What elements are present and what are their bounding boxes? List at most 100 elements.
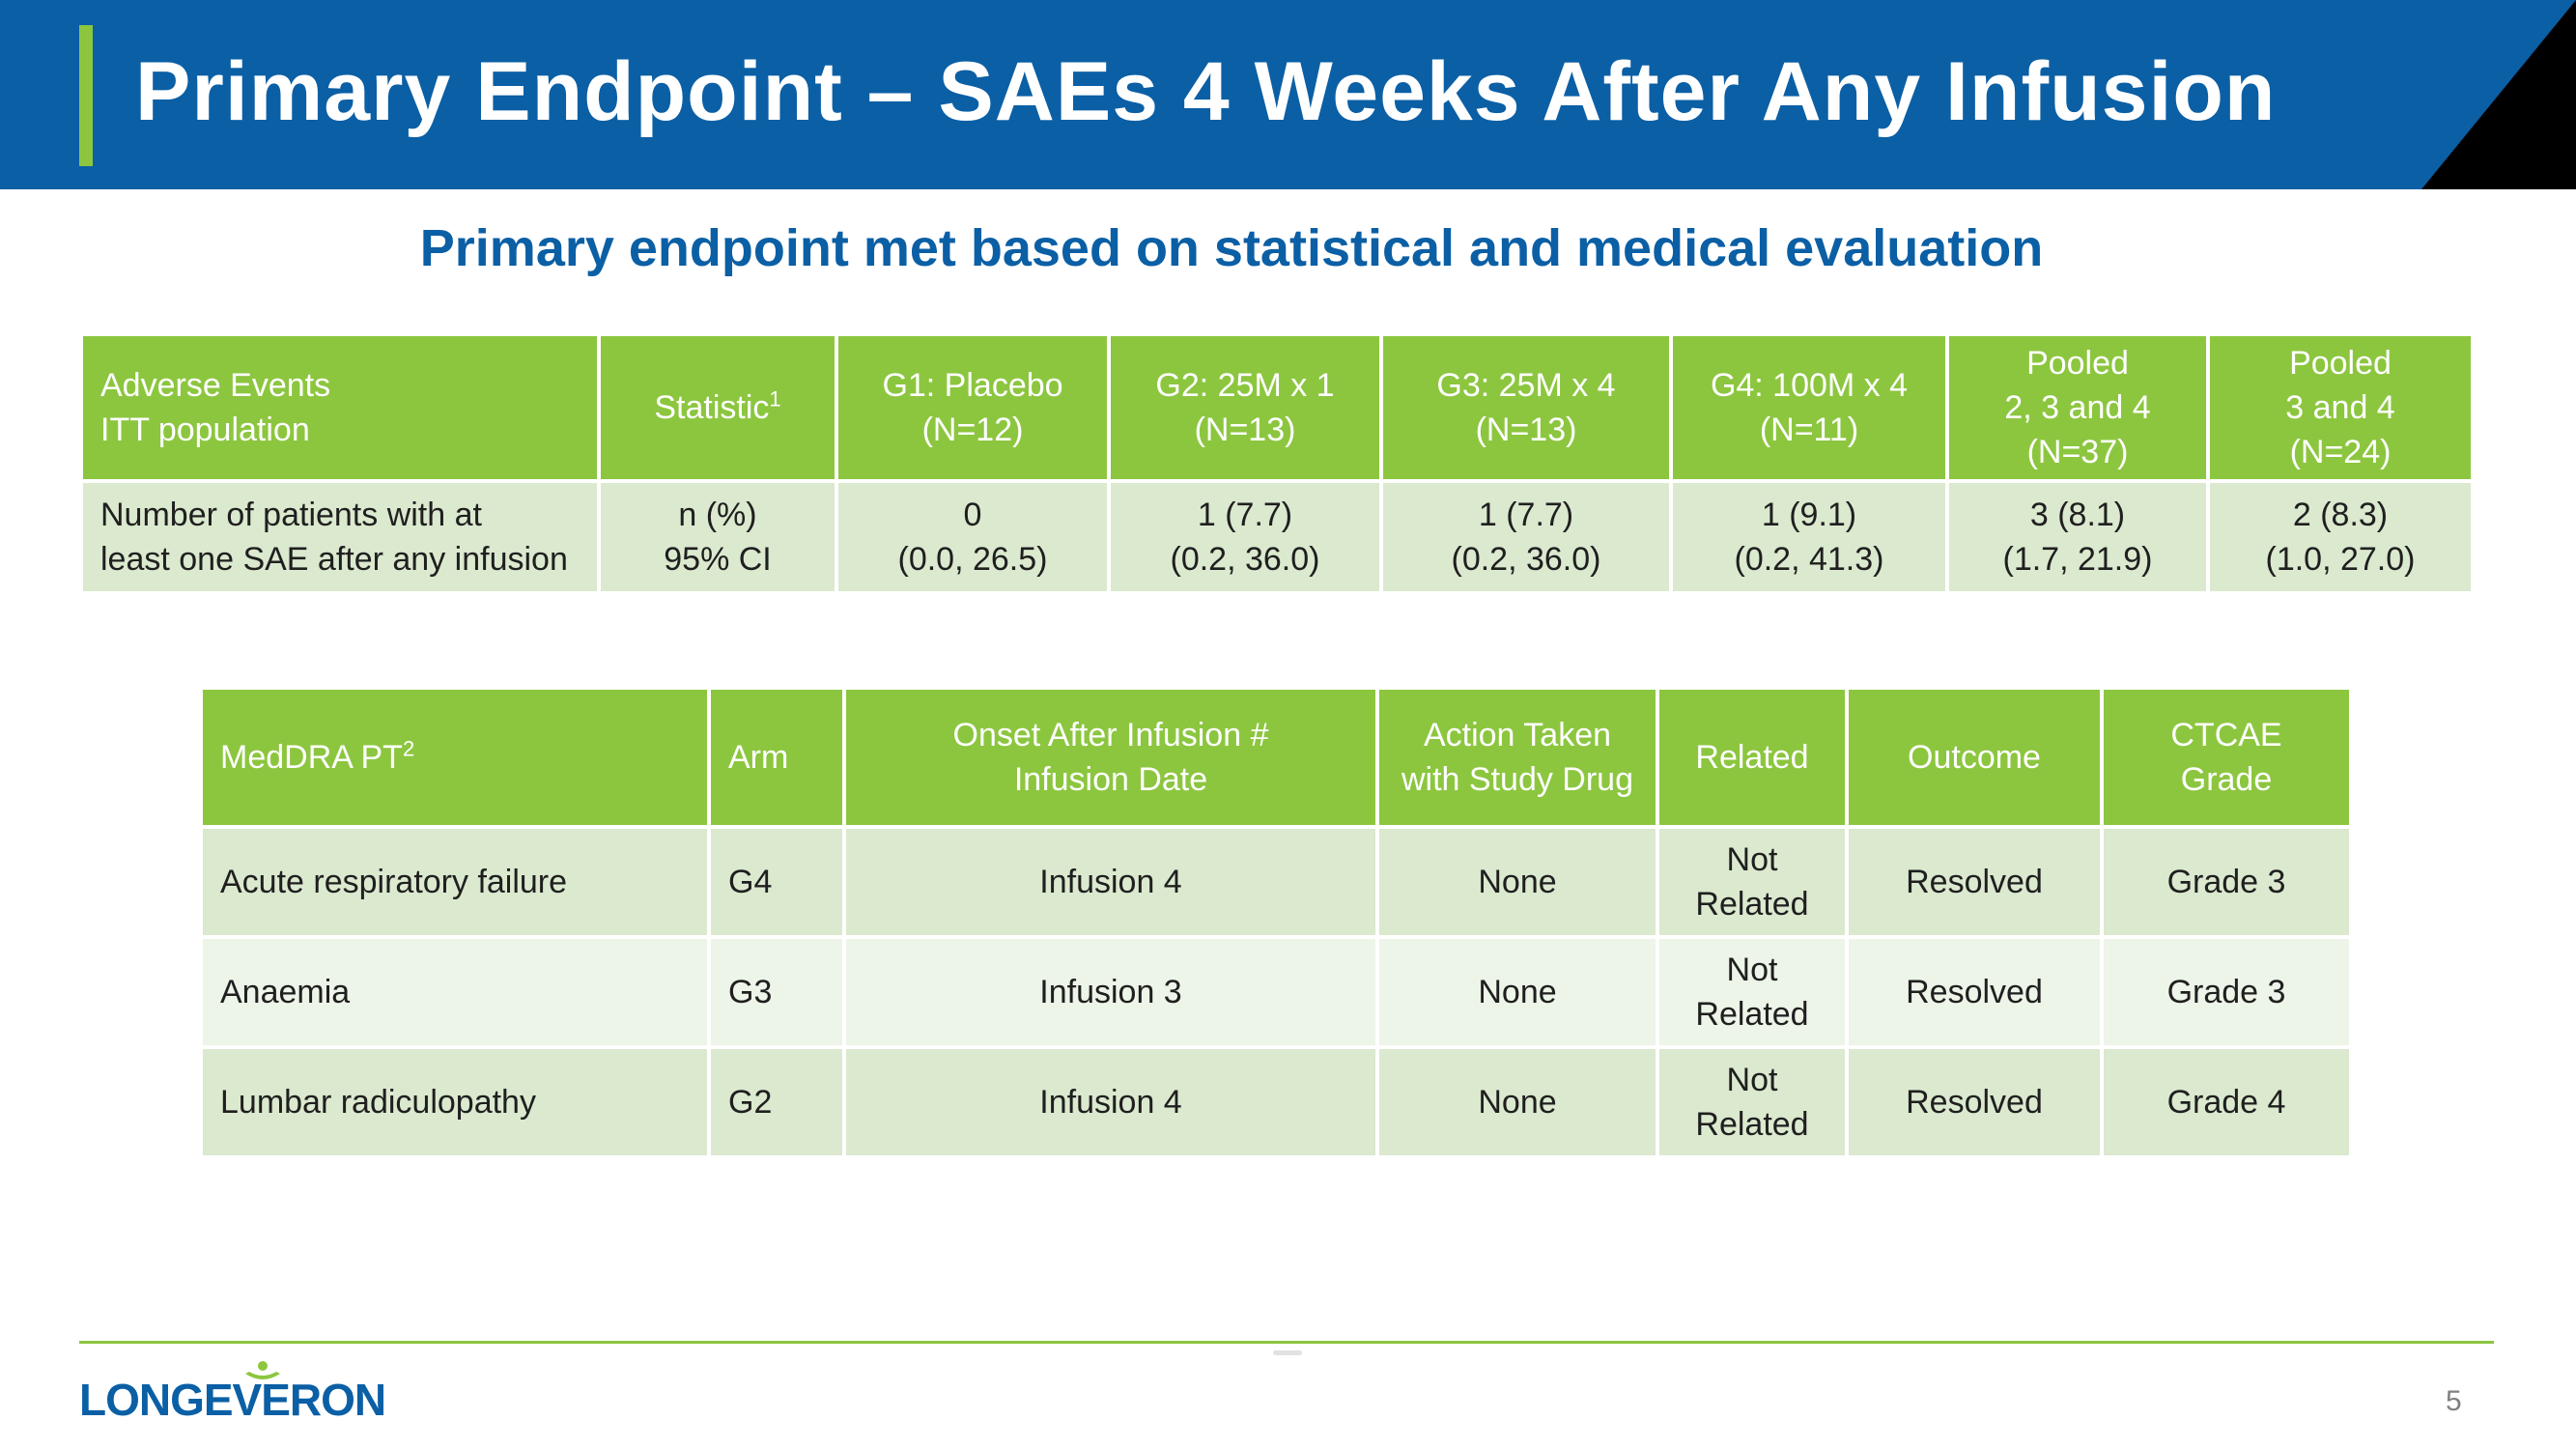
header-text: (N=37) (2026, 434, 2129, 470)
header-text: Pooled (2289, 345, 2392, 382)
primary-endpoint-table: Adverse Events ITT population Statistic1… (79, 332, 2475, 595)
cell-onset: Infusion 3 (842, 935, 1379, 1049)
cell-pt: Acute respiratory failure (199, 825, 711, 939)
table-row: Anaemia G3 Infusion 3 None Not Related R… (199, 935, 2353, 1049)
header-meddra-pt: MedDRA PT2 (199, 686, 711, 829)
header-text: with Study Drug (1401, 761, 1633, 798)
cell-text: 0 (963, 497, 982, 533)
cell-text: Related (1695, 886, 1809, 923)
header-arm: Arm (707, 686, 846, 829)
cell-text: Not (1726, 1062, 1778, 1098)
table-header-row: Adverse Events ITT population Statistic1… (79, 332, 2475, 483)
header-text: CTCAE (2170, 717, 2282, 753)
header-band (0, 0, 2576, 189)
table-row: Acute respiratory failure G4 Infusion 4 … (199, 825, 2353, 939)
header-action-taken: Action Taken with Study Drug (1375, 686, 1659, 829)
sae-detail-table: MedDRA PT2 Arm Onset After Infusion # In… (199, 686, 2353, 1159)
cell-text: (1.0, 27.0) (2265, 541, 2416, 578)
cell-arm: G2 (707, 1045, 846, 1159)
cell-text: Not (1726, 952, 1778, 988)
cell-pooled-34: 2 (8.3) (1.0, 27.0) (2206, 479, 2475, 595)
header-text: G4: 100M x 4 (1710, 367, 1909, 404)
cell-text: n (%) (678, 497, 757, 533)
cell-grade: Grade 4 (2100, 1045, 2353, 1159)
header-text: MedDRA PT (220, 739, 403, 776)
header-text: G2: 25M x 1 (1155, 367, 1335, 404)
header-text: (N=11) (1759, 412, 1859, 448)
cell-related: Not Related (1656, 825, 1849, 939)
row-label: Number of patients with at least one SAE… (79, 479, 601, 595)
table-row: Number of patients with at least one SAE… (79, 479, 2475, 595)
header-g3: G3: 25M x 4 (N=13) (1379, 332, 1673, 483)
header-g2: G2: 25M x 1 (N=13) (1107, 332, 1383, 483)
header-onset: Onset After Infusion # Infusion Date (842, 686, 1379, 829)
logo-person-icon (245, 1361, 280, 1379)
title-accent-bar (79, 25, 93, 166)
header-text: G3: 25M x 4 (1436, 367, 1616, 404)
slide-subtitle: Primary endpoint met based on statistica… (419, 219, 2044, 277)
cell-related: Not Related (1656, 1045, 1849, 1159)
footer-decoration (1273, 1350, 1302, 1355)
header-outcome: Outcome (1845, 686, 2104, 829)
header-text: Statistic (654, 389, 770, 426)
cell-text: 1 (7.7) (1478, 497, 1574, 533)
header-text: Pooled (2026, 345, 2129, 382)
cell-text: (0.2, 36.0) (1451, 541, 1601, 578)
header-text: Action Taken (1423, 717, 1612, 753)
header-text: 2, 3 and 4 (2004, 389, 2151, 426)
cell-arm: G4 (707, 825, 846, 939)
header-text: Grade (2180, 761, 2273, 798)
footnote-marker: 1 (769, 386, 781, 412)
page-number: 5 (2446, 1385, 2462, 1417)
cell-text: Not (1726, 841, 1778, 878)
cell-text: 95% CI (664, 541, 772, 578)
cell-onset: Infusion 4 (842, 825, 1379, 939)
cell-text: (0.2, 41.3) (1734, 541, 1884, 578)
header-text: G1: Placebo (882, 367, 1063, 404)
cell-onset: Infusion 4 (842, 1045, 1379, 1159)
header-related: Related (1656, 686, 1849, 829)
cell-outcome: Resolved (1845, 825, 2104, 939)
cell-action: None (1375, 825, 1659, 939)
header-pooled-234: Pooled 2, 3 and 4 (N=37) (1945, 332, 2210, 483)
cell-text: (0.2, 36.0) (1170, 541, 1320, 578)
cell-g2: 1 (7.7) (0.2, 36.0) (1107, 479, 1383, 595)
cell-outcome: Resolved (1845, 935, 2104, 1049)
cell-text: 2 (8.3) (2292, 497, 2389, 533)
header-text: (N=12) (921, 412, 1024, 448)
header-text: Adverse Events (100, 367, 331, 404)
cell-action: None (1375, 935, 1659, 1049)
cell-text: (0.0, 26.5) (897, 541, 1048, 578)
cell-action: None (1375, 1045, 1659, 1159)
cell-text: 1 (9.1) (1761, 497, 1857, 533)
cell-statistic: n (%) 95% CI (597, 479, 838, 595)
cell-text: (1.7, 21.9) (2002, 541, 2153, 578)
cell-text: Related (1695, 996, 1809, 1033)
cell-related: Not Related (1656, 935, 1849, 1049)
cell-outcome: Resolved (1845, 1045, 2104, 1159)
header-text: (N=24) (2289, 434, 2392, 470)
cell-pt: Lumbar radiculopathy (199, 1045, 711, 1159)
header-corner-decoration (2421, 0, 2576, 189)
cell-pooled-234: 3 (8.1) (1.7, 21.9) (1945, 479, 2210, 595)
cell-g3: 1 (7.7) (0.2, 36.0) (1379, 479, 1673, 595)
header-pooled-34: Pooled 3 and 4 (N=24) (2206, 332, 2475, 483)
cell-grade: Grade 3 (2100, 825, 2353, 939)
company-logo: LONGEVERON (79, 1375, 386, 1425)
cell-text: least one SAE after any infusion (100, 541, 568, 578)
header-g4: G4: 100M x 4 (N=11) (1669, 332, 1949, 483)
footer-divider (79, 1341, 2494, 1344)
cell-g1: 0 (0.0, 26.5) (835, 479, 1111, 595)
header-adverse-events: Adverse Events ITT population (79, 332, 601, 483)
footnote-marker: 2 (402, 736, 415, 761)
cell-text: Number of patients with at (100, 497, 482, 533)
cell-text: 1 (7.7) (1197, 497, 1293, 533)
cell-grade: Grade 3 (2100, 935, 2353, 1049)
header-ctcae-grade: CTCAE Grade (2100, 686, 2353, 829)
header-text: Infusion Date (1013, 761, 1208, 798)
header-statistic: Statistic1 (597, 332, 838, 483)
header-g1: G1: Placebo (N=12) (835, 332, 1111, 483)
cell-text: Related (1695, 1106, 1809, 1143)
cell-text: 3 (8.1) (2029, 497, 2126, 533)
header-text: (N=13) (1194, 412, 1296, 448)
